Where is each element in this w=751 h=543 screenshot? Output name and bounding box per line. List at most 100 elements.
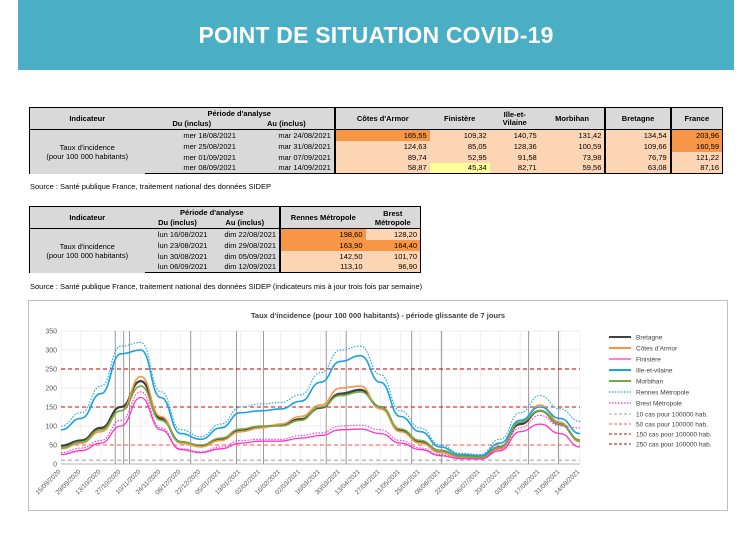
value-cell: 142,50 [279,250,366,262]
value-cell: 82,71 [489,162,540,174]
y-tick-label: 200 [45,386,57,393]
value-cell: 89,74 [333,151,430,163]
value-cell: 113,10 [279,261,366,273]
value-cell: 73,98 [539,151,606,163]
legend-label: 50 cas pour 100000 hab. [636,422,708,429]
value-cell: 134,54 [604,129,671,141]
legend-label: Rennes Métropole [636,390,689,397]
y-tick-label: 350 [45,329,57,336]
value-cell: 100,59 [539,140,606,152]
date-au: mar 31/08/2021 [238,140,335,152]
value-cell: 203,96 [669,129,723,141]
row-label: Taux d'incidence (pour 100 000 habitants… [29,129,145,174]
header-col: Ille-et-Vilaine [489,107,540,130]
incidence-table-metropoles: Indicateur Période d'analyse Rennes Métr… [29,206,421,273]
value-cell: 198,60 [279,228,366,240]
series-line [60,391,581,460]
y-tick-label: 50 [49,443,57,450]
header-col: Finistère [429,107,490,130]
date-du: lun 23/08/2021 [144,239,211,251]
date-au: mar 14/09/2021 [238,162,335,174]
value-cell: 63,08 [604,162,671,174]
value-cell: 128,20 [365,228,421,240]
header-du: Du (inclus) [144,217,211,229]
row-label-line1: Taux d'incidence [59,241,115,251]
legend-label: Ille-et-vilaine [636,368,673,375]
header-col: Brest Métropole [365,206,421,229]
value-cell: 76,79 [604,151,671,163]
date-au: dim 12/09/2021 [210,261,281,273]
source-note-1: Source : Santé publique France, traiteme… [30,182,271,191]
series-line [60,396,581,460]
series-line [60,385,581,458]
value-cell: 131,42 [539,129,606,141]
incidence-chart: Taux d'incidence (pour 100 000 habitants… [28,300,728,511]
value-cell: 45,34 [429,162,490,174]
value-cell: 58,87 [333,162,430,174]
value-cell: 85,05 [429,140,490,152]
date-du: mer 08/09/2021 [144,162,239,174]
y-tick-label: 250 [45,367,57,374]
value-cell: 124,63 [333,140,430,152]
row-label-line2: (pour 100 000 habitants) [46,250,129,260]
date-au: mar 24/08/2021 [238,129,335,141]
header-du: Du (inclus) [144,118,239,130]
legend-label: Morbihan [636,379,663,386]
value-cell: 121,22 [669,151,723,163]
header-periode: Période d'analyse [144,107,335,119]
date-du: mer 18/08/2021 [144,129,239,141]
value-cell: 52,95 [429,151,490,163]
date-au: dim 05/09/2021 [210,250,281,262]
date-au: mar 07/09/2021 [238,151,335,163]
y-tick-label: 0 [53,462,57,469]
chart-svg: 05010015020025030035015/09/202029/09/202… [34,329,712,497]
value-cell: 109,66 [604,140,671,152]
value-cell: 160,59 [669,140,723,152]
value-cell: 109,32 [429,129,490,141]
legend-label: Bretagne [636,335,663,342]
date-au: dim 22/08/2021 [210,228,281,240]
page-title: POINT DE SITUATION COVID-19 [198,21,554,48]
date-du: lun 30/08/2021 [144,250,211,262]
value-cell: 163,90 [279,239,366,251]
series-line [60,341,581,456]
source-note-2: Source : Santé publique France, traiteme… [30,282,423,291]
value-cell: 165,55 [333,129,430,141]
legend-label: Finistère [636,357,661,364]
chart-title: Taux d'incidence (pour 100 000 habitants… [250,311,506,320]
incidence-table-departments: Indicateur Période d'analyse Côtes d'Arm… [29,107,723,174]
header-au: Au (inclus) [238,118,335,130]
value-cell: 128,36 [489,140,540,152]
row-label-line1: Taux d'incidence [59,142,115,152]
date-du: mer 25/08/2021 [144,140,239,152]
value-cell: 96,90 [365,261,421,273]
header-periode: Période d'analyse [144,206,281,218]
header-banner: POINT DE SITUATION COVID-19 [18,0,734,70]
row-label: Taux d'incidence (pour 100 000 habitants… [29,228,145,273]
header-indicateur: Indicateur [29,206,145,229]
value-cell: 91,58 [489,151,540,163]
date-du: mer 01/09/2021 [144,151,239,163]
header-col: Bretagne [604,107,671,130]
header-col: Morbihan [539,107,606,130]
header-au: Au (inclus) [210,217,281,229]
header-indicateur: Indicateur [29,107,145,130]
legend-label: 250 cas pour 100000 hab. [636,442,712,449]
legend-label: Brest Métropole [636,401,682,408]
value-cell: 140,75 [489,129,540,141]
value-cell: 101,70 [365,250,421,262]
y-tick-label: 100 [45,424,57,431]
date-du: lun 16/08/2021 [144,228,211,240]
legend-label: 10 cas pour 100000 hab. [636,412,708,419]
date-au: dim 29/08/2021 [210,239,281,251]
header-col: France [669,107,723,130]
date-du: lun 06/09/2021 [144,261,211,273]
legend-label: 150 cas pour 100000 hab. [636,432,712,439]
value-cell: 59,56 [539,162,606,174]
legend-label: Côtes d'Armor [636,346,678,353]
header-col: Côtes d'Armor [333,107,430,130]
row-label-line2: (pour 100 000 habitants) [46,151,129,161]
value-cell: 164,40 [365,239,421,251]
value-cell: 87,16 [669,162,723,174]
y-tick-label: 150 [45,405,57,412]
